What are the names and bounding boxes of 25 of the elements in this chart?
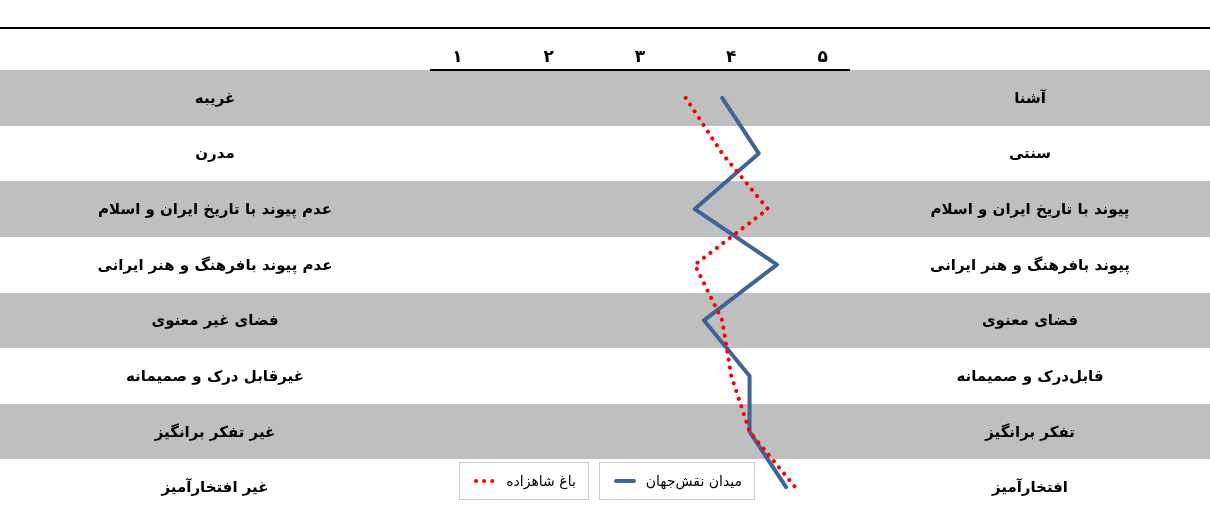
- y2-tick-label: پیوند با تاریخ ایران و اسلام: [930, 200, 1130, 220]
- y2-tick-label: پیوند بافرهنگ و هنر ایرانی: [930, 255, 1130, 275]
- y-tick-label: عدم پیوند با تاریخ ایران و اسلام: [98, 200, 332, 220]
- legend-box: میدان نقش‌جهان: [598, 462, 755, 500]
- x-tick-label: ۵: [817, 46, 828, 66]
- y-tick-label: مدرن: [195, 144, 235, 163]
- legend-box: باغ شاهزاده: [459, 462, 589, 500]
- x-tick-label: ١: [452, 46, 463, 66]
- legend-label: باغ شاهزاده: [506, 473, 576, 489]
- y-tick-label: فضای غیر معنوی: [151, 311, 279, 330]
- x-tick-label: ٣: [634, 46, 646, 66]
- y-tick-label: غریبه: [194, 88, 236, 107]
- y2-tick-label: فضای معنوی: [981, 311, 1079, 330]
- x-tick-label: ۴: [726, 46, 737, 66]
- y2-tick-label: آشنا: [1014, 88, 1047, 107]
- y-tick-label: غیر افتخارآمیز: [160, 478, 269, 497]
- y2-tick-label: قابل‌درک و صمیمانه: [956, 366, 1104, 385]
- legend-label: میدان نقش‌جهان: [645, 473, 742, 489]
- y-tick-label: غیر تفکر برانگیز: [153, 422, 276, 441]
- y-tick-label: غیرقابل درک و صمیمانه: [126, 366, 304, 385]
- y-tick-label: عدم پیوند بافرهنگ و هنر ایرانی: [97, 255, 333, 275]
- x-tick-label: ٢: [543, 46, 555, 66]
- y2-tick-label: تفکر برانگیز: [984, 422, 1075, 441]
- y2-tick-label: سنتی: [1008, 144, 1052, 163]
- y2-tick-label: افتخارآمیز: [990, 478, 1069, 497]
